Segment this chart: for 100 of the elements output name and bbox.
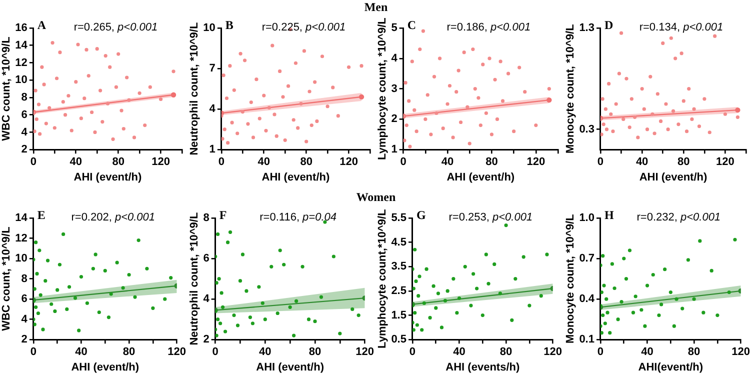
annotation: r=0.186, p<0.001 [446,22,531,34]
y-tick-label: 14 [15,39,28,52]
x-tick-label: 0 [218,156,224,168]
y-tick-label: 4 [209,103,216,116]
x-axis-title: AHI(event/h) [638,361,704,374]
x-tick-label: 40 [453,346,466,358]
y-tick-label: 0.3 [579,123,594,136]
y-axis-title: WBC count, *10^9/L [0,36,13,141]
y-tick-label: 14 [15,212,28,224]
y-axis-title: Monocyte count, *10^9/L [564,214,577,344]
y-axis-title: Neutrophil count, *10^9/L [188,212,201,346]
y-tick-label: 2 [203,334,210,346]
x-tick-label: 0 [30,346,36,358]
annotation: B [225,18,234,32]
y-axis-title: WBC count, *10^9/L [0,226,13,331]
x-axis-title: AHI (event/h) [262,171,330,184]
y-tick-label: 4.5 [391,236,406,248]
text: Women [356,190,396,204]
text: Men [364,0,388,14]
x-tick-label: 40 [258,156,270,168]
y-axis-title: Monocyte count, *10^9/L [564,24,577,154]
x-axis-title: AHI (event/h) [256,361,324,374]
y-tick-label: 4 [391,52,398,64]
x-tick-label: 0 [30,156,36,168]
annotation: A [37,18,46,32]
y-tick-label: 0.7 [579,252,594,265]
y-tick-label: 16 [15,22,28,34]
x-tick-label: 0 [409,346,416,358]
x-axis-title: AHI (event/h) [74,171,142,184]
x-tick-label: 80 [308,346,322,358]
y-tick-label: 10 [15,252,28,265]
y-tick-label: 4 [21,313,28,326]
y-tick-label: 2 [21,334,28,346]
annotation: r=0.232, p<0.001 [636,212,721,224]
y-tick-label: 1 [209,144,216,156]
x-tick-label: 120 [152,156,170,168]
annotation: r=0.225, p<0.001 [262,22,346,34]
x-tick-label: 0 [597,346,604,358]
x-axis-title: AHI (event/h) [639,171,708,184]
y-tick-label: 3 [391,82,398,95]
y-tick-label: 12 [15,232,28,244]
y-tick-label: 8 [203,212,210,224]
x-tick-label: 80 [122,346,136,358]
annotation: r=0.265, p<0.001 [74,22,158,34]
annotation: r=0.202, p<0.001 [71,212,156,224]
x-tick-label: 0 [212,346,218,358]
y-tick-label: 6 [21,293,28,306]
y-tick-label: 6 [203,252,210,265]
y-tick-label: 2 [21,144,28,156]
x-tick-label: 40 [259,346,272,358]
x-tick-label: 40 [70,156,82,168]
y-tick-label: 4 [203,293,210,306]
annotation: F [219,208,227,222]
annotation: D [604,18,614,32]
x-tick-label: 120 [340,156,358,168]
x-tick-label: 80 [486,156,498,168]
x-tick-label: 80 [688,346,700,358]
x-tick-label: 0 [400,156,406,168]
x-axis-title: AHI (events/h) [446,361,520,374]
y-tick-label: 2 [391,113,398,126]
y-tick-label: 1.0 [579,212,594,224]
annotation: r=0.253, p<0.001 [448,212,533,224]
annotation: H [604,208,614,222]
y-tick-label: 6 [21,108,28,121]
y-tick-label: 0.1 [579,334,594,346]
x-tick-label: 40 [636,156,648,168]
y-tick-label: 5 [391,22,398,34]
y-tick-label: 7 [209,62,216,75]
y-tick-label: 0.5 [391,334,406,346]
annotation: r=0.134, p<0.001 [639,22,724,34]
x-tick-label: 120 [732,346,750,358]
y-tick-label: 5.5 [391,212,406,224]
x-tick-label: 120 [356,346,374,358]
x-tick-label: 80 [300,156,312,168]
y-tick-label: 1 [391,144,398,156]
x-tick-label: 40 [441,156,454,168]
annotation: G [416,208,426,222]
y-tick-label: 10 [15,74,28,86]
x-tick-label: 80 [500,346,512,358]
y-tick-label: 8 [21,272,28,285]
y-axis-title: Neutrophil count, *10^9/L [188,22,201,156]
y-tick-label: 10 [203,22,216,34]
y-tick-label: 3.5 [391,260,406,273]
y-tick-label: 1.5 [391,309,406,322]
y-tick-label: 8 [21,92,28,104]
y-axis-title: Lymphocyte count,*10^9/L [376,208,389,348]
x-axis-title: AHI (event/h) [446,171,515,184]
x-axis-title: AHI (event/h) [71,361,140,374]
x-tick-label: 120 [716,156,734,168]
y-tick-label: 0.4 [579,293,596,306]
annotation: C [407,18,416,32]
x-tick-label: 0 [597,156,604,168]
x-tick-label: 120 [168,346,186,358]
y-tick-label: 1.3 [579,22,594,34]
x-tick-label: 40 [75,346,88,358]
x-tick-label: 120 [544,346,562,358]
y-axis-title: Lymphocyte count, *10^9/L [376,17,389,160]
annotation: E [37,208,46,222]
x-tick-label: 120 [526,156,546,168]
y-tick-label: 2.5 [391,284,406,297]
